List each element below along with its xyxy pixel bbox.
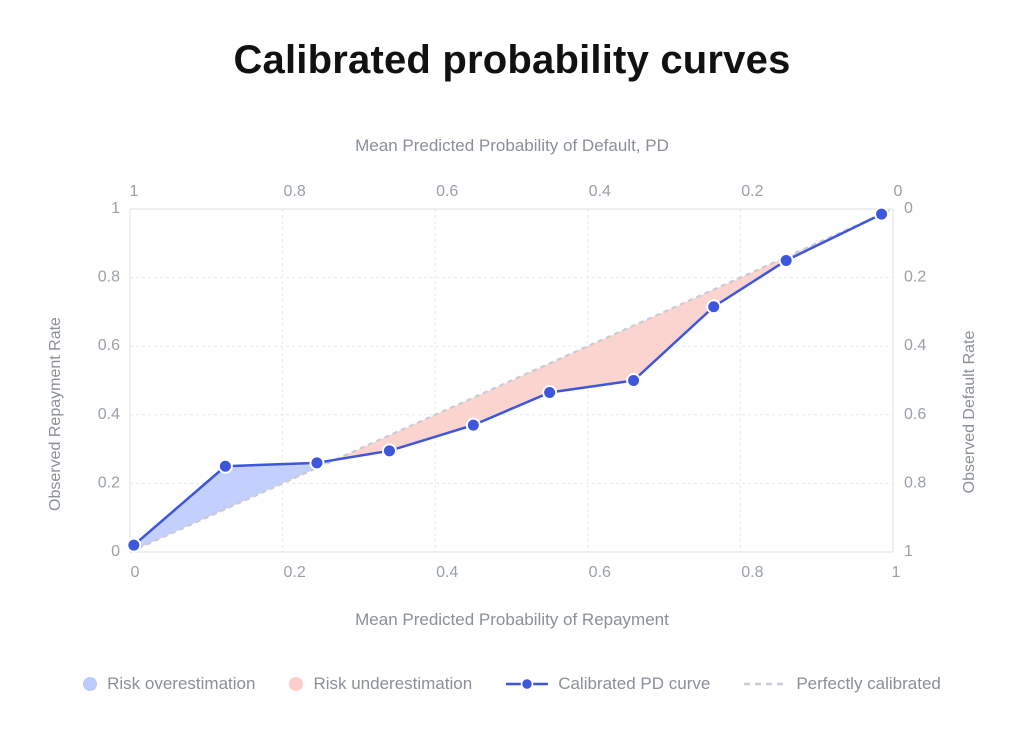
pd-curve-point xyxy=(309,455,325,471)
pd-curve-point xyxy=(542,385,558,401)
pd-curve-point xyxy=(874,206,890,222)
legend-label-overestimation: Risk overestimation xyxy=(107,674,256,693)
x-bottom-tick-label: 1 xyxy=(892,564,901,581)
y-left-tick-label: 1 xyxy=(111,200,120,217)
y-right-tick-label: 0.8 xyxy=(904,474,926,491)
chart-title: Calibrated probability curves xyxy=(233,38,791,82)
pd-curve-point xyxy=(626,373,642,388)
x-top-tick-label: 0.8 xyxy=(283,183,305,200)
y-left-tick-label: 0.8 xyxy=(98,269,120,286)
legend-item-pd-curve: Calibrated PD curve xyxy=(506,674,710,694)
pd-curve-point xyxy=(217,458,233,474)
legend-item-perfect: Perfectly calibrated xyxy=(744,674,941,694)
x-bottom-axis-title: Mean Predicted Probability of Repayment xyxy=(355,610,669,629)
legend-item-underestimation: Risk underestimation xyxy=(289,674,472,694)
legend-label-perfect: Perfectly calibrated xyxy=(796,674,941,693)
y-left-tick-label: 0.2 xyxy=(98,474,120,491)
perfectly-calibrated-line xyxy=(129,207,894,554)
x-bottom-tick-label: 0 xyxy=(131,564,140,581)
perfect-swatch xyxy=(744,682,787,686)
x-top-tick-label: 0.2 xyxy=(741,183,763,200)
y-right-axis-title: Observed Default Rate xyxy=(961,331,978,494)
risk-overestimation-area xyxy=(133,459,336,551)
y-right-tick-label: 1 xyxy=(904,543,913,560)
legend-item-overestimation: Risk overestimation xyxy=(83,674,255,694)
calibrated-pd-curve xyxy=(132,213,883,547)
x-bottom-tick-label: 0.2 xyxy=(283,564,305,581)
x-bottom-tick-label: 0.4 xyxy=(436,564,458,581)
y-right-tick-label: 0.6 xyxy=(904,406,926,423)
x-top-tick-label: 0.4 xyxy=(589,183,611,200)
x-top-tick-label: 0 xyxy=(894,183,903,200)
y-left-tick-label: 0.6 xyxy=(98,337,120,354)
legend-label-pd-curve: Calibrated PD curve xyxy=(558,674,711,693)
x-top-tick-label: 0.6 xyxy=(436,183,458,200)
y-right-tick-label: 0 xyxy=(904,200,913,217)
y-left-tick-label: 0 xyxy=(111,543,120,560)
y-left-axis-title: Observed Repayment Rate xyxy=(47,317,64,511)
y-right-tick-label: 0.4 xyxy=(904,337,926,354)
x-top-tick-label: 1 xyxy=(130,183,139,200)
pd-curve-swatch xyxy=(506,677,549,691)
pd-curve-point xyxy=(381,443,397,459)
chart-legend: Risk overestimation Risk underestimation… xyxy=(0,674,1024,694)
x-top-axis-title: Mean Predicted Probability of Default, P… xyxy=(355,136,669,155)
legend-label-underestimation: Risk underestimation xyxy=(313,674,473,693)
y-left-tick-label: 0.4 xyxy=(98,406,120,423)
y-right-tick-label: 0.2 xyxy=(904,269,926,286)
x-bottom-tick-label: 0.8 xyxy=(741,564,763,581)
pd-curve-point xyxy=(706,299,722,315)
underestimation-swatch xyxy=(289,677,304,691)
overestimation-swatch xyxy=(83,677,98,691)
pd-curve-point xyxy=(126,537,142,553)
x-bottom-tick-label: 0.6 xyxy=(589,564,611,581)
pd-curve-point xyxy=(465,417,481,433)
pd-curve-point xyxy=(778,252,794,268)
